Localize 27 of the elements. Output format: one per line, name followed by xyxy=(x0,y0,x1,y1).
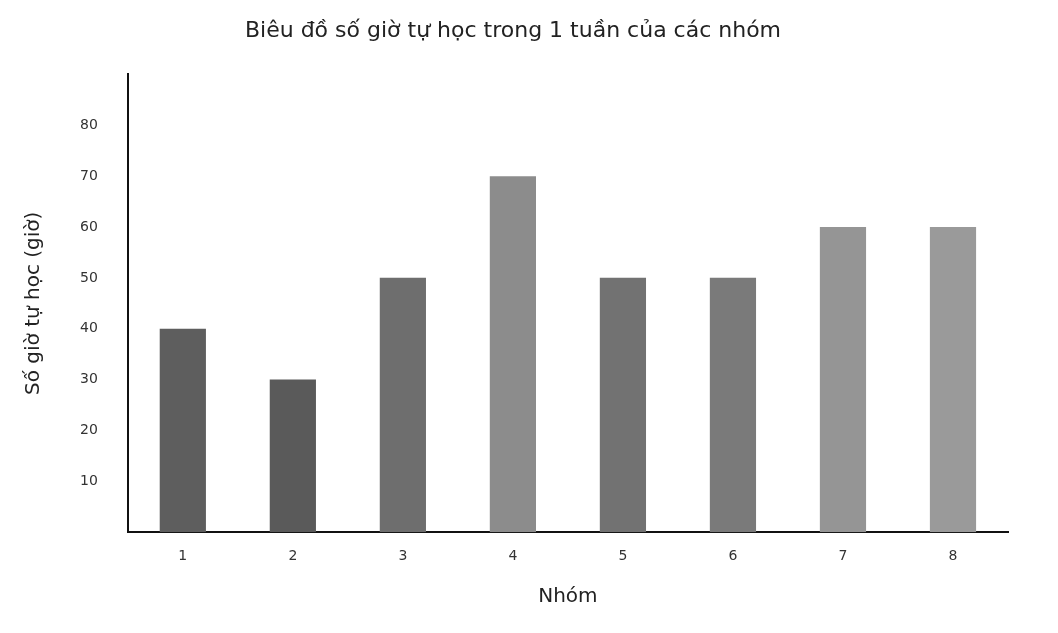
y-tick-label: 50 xyxy=(79,268,98,285)
x-tick-label: 3 xyxy=(398,547,408,564)
bar xyxy=(159,328,206,533)
y-tick-label: 30 xyxy=(79,370,98,387)
x-axis-title: Nhóm xyxy=(538,583,598,608)
chart-title: Biêu đồ số giờ tự học trong 1 tuần của các nhóm xyxy=(244,16,782,42)
bar xyxy=(599,277,647,533)
bar xyxy=(819,227,867,533)
x-tick-label: 7 xyxy=(838,547,848,564)
x-tick-label: 2 xyxy=(288,547,298,564)
bar xyxy=(929,227,977,533)
y-tick-label: 10 xyxy=(79,471,98,488)
y-tick-label: 60 xyxy=(79,217,98,234)
x-tick-label: 6 xyxy=(728,547,738,564)
bar xyxy=(489,176,536,533)
x-tick-label: 1 xyxy=(178,547,188,564)
y-tick-label: 80 xyxy=(79,115,98,132)
bar xyxy=(269,379,316,533)
x-tick-label: 5 xyxy=(618,547,628,564)
y-tick-label: 70 xyxy=(79,166,98,183)
y-tick-label: 40 xyxy=(79,319,98,336)
y-axis-title: Số giờ tự học (giờ) xyxy=(20,211,45,395)
x-tick-label: 8 xyxy=(948,547,958,564)
y-tick-label: 20 xyxy=(79,421,98,438)
x-tick-label: 4 xyxy=(508,547,518,564)
bar xyxy=(379,277,426,533)
bar xyxy=(709,277,757,533)
